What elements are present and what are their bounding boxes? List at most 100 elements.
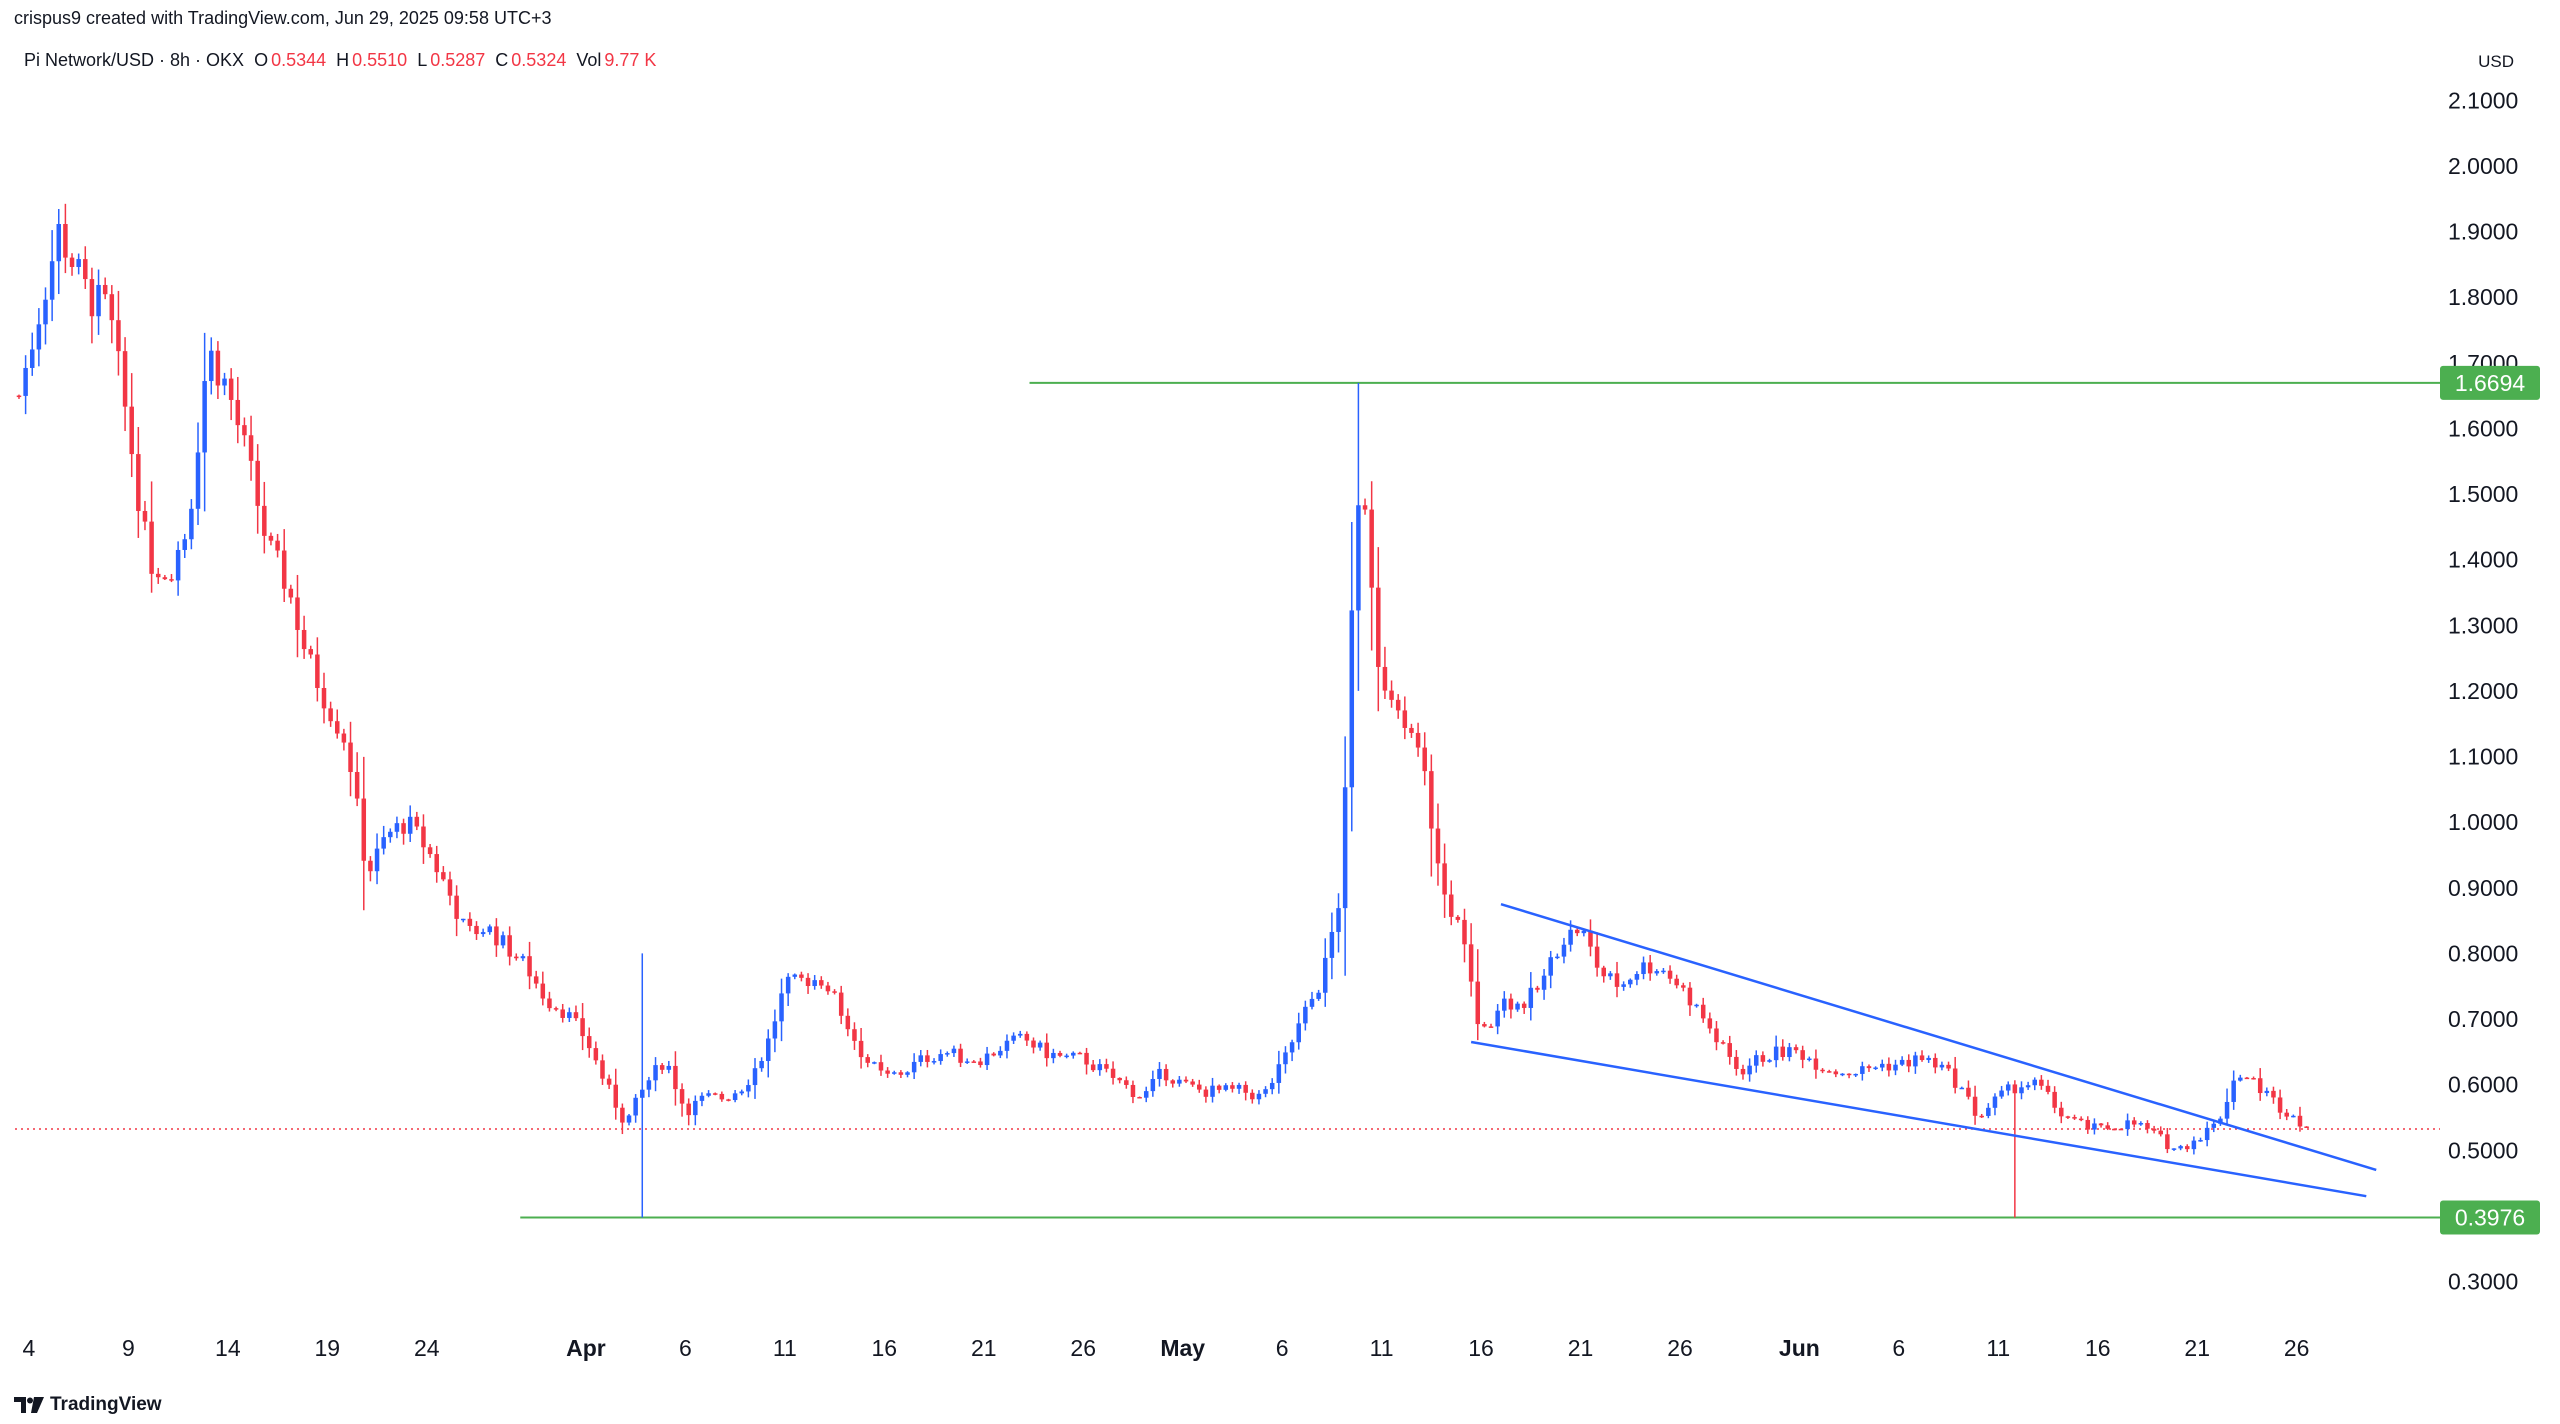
candle-body xyxy=(2005,1084,2011,1091)
candle-body xyxy=(1051,1052,1056,1059)
candle-body xyxy=(1886,1063,1892,1071)
candle-body xyxy=(2052,1091,2057,1108)
candle-body xyxy=(1263,1089,1268,1094)
y-tick-label: 1.5000 xyxy=(2448,481,2518,507)
candle-body xyxy=(1628,979,1633,985)
candle-body xyxy=(49,261,55,300)
ohlc-key: C xyxy=(495,50,509,70)
candle-body xyxy=(175,549,181,581)
x-tick-label: 14 xyxy=(215,1335,241,1361)
candle-body xyxy=(116,320,121,352)
candle-body xyxy=(805,977,811,987)
candle-body xyxy=(1064,1055,1069,1058)
y-tick-label: 0.7000 xyxy=(2448,1006,2518,1032)
candle-body xyxy=(706,1093,711,1096)
x-tick-label: 6 xyxy=(1892,1335,1905,1361)
candle-body xyxy=(2218,1118,2223,1124)
x-tick-label: 16 xyxy=(872,1335,898,1361)
candle-body xyxy=(1376,587,1381,667)
candle-body xyxy=(288,588,294,598)
candle-body xyxy=(1528,987,1534,1008)
candle-body xyxy=(295,597,300,630)
x-tick-label: 16 xyxy=(1468,1335,1494,1361)
candle-body xyxy=(1296,1023,1301,1043)
candle-body xyxy=(341,733,347,743)
candle-body xyxy=(2125,1120,2130,1130)
candle-body xyxy=(76,259,81,267)
candle-body xyxy=(560,1009,565,1018)
candle-body xyxy=(441,872,446,880)
candle-body xyxy=(1919,1055,1925,1061)
candle-body xyxy=(772,1021,778,1039)
ohlc-value: 0.5344 xyxy=(271,50,327,70)
candle-body xyxy=(1395,699,1401,711)
candle-body xyxy=(991,1053,996,1056)
candle-body xyxy=(262,505,267,536)
currency-label[interactable]: USD xyxy=(2478,52,2514,71)
candle-body xyxy=(1641,962,1646,975)
candle-body xyxy=(1866,1066,1872,1069)
candle-body xyxy=(514,956,519,959)
candle-body xyxy=(1322,957,1328,993)
candle-body xyxy=(2085,1119,2091,1130)
candle-body xyxy=(1137,1096,1142,1099)
trendline xyxy=(1470,1040,2367,1198)
candle-body xyxy=(925,1055,930,1062)
candle-body xyxy=(1521,1003,1527,1008)
candle-body xyxy=(852,1029,857,1041)
candle-body xyxy=(613,1084,619,1108)
tradingview-logo-icon xyxy=(14,1397,44,1413)
price-axis[interactable]: 0.30000.40000.50000.60000.70000.80000.90… xyxy=(2448,87,2518,1294)
tradingview-brand[interactable]: TradingView xyxy=(14,1394,162,1416)
candle-body xyxy=(321,687,327,709)
candle-body xyxy=(1820,1069,1825,1072)
candle-body xyxy=(56,223,62,262)
time-axis[interactable]: 4 9 14 19 24 Apr 6 11 16 21 26 May 6 11 16 21 26 Jun 6 11 16… xyxy=(23,1335,2310,1361)
candle-body xyxy=(1150,1078,1156,1092)
candle-body xyxy=(573,1012,579,1019)
candle-body xyxy=(381,837,386,849)
candle-body xyxy=(620,1107,625,1123)
x-tick-label: 21 xyxy=(2184,1335,2210,1361)
candle-body xyxy=(1879,1063,1885,1068)
candle-body xyxy=(1057,1052,1063,1056)
candle-body xyxy=(792,974,798,977)
candle-body xyxy=(1362,505,1368,510)
candle-body xyxy=(540,983,546,999)
candle-body xyxy=(998,1050,1003,1056)
candle-body xyxy=(315,654,320,688)
candle-body xyxy=(507,935,512,957)
candle-body xyxy=(1236,1084,1242,1089)
symbol-name[interactable]: Pi Network/USD · 8h · OKX xyxy=(24,50,245,70)
candle-body xyxy=(1369,509,1374,588)
ohlc-value: 0.5324 xyxy=(511,50,567,70)
candle-body xyxy=(606,1078,612,1085)
x-tick-label: Apr xyxy=(566,1335,606,1361)
candles xyxy=(16,203,2309,1218)
candle-body xyxy=(374,848,380,872)
candle-body xyxy=(1349,610,1355,788)
candle-body xyxy=(1986,1107,1991,1116)
ohlc-low: L 0.5287 xyxy=(417,50,485,71)
candle-body xyxy=(1793,1047,1799,1051)
candle-body xyxy=(626,1115,632,1123)
falling-wedge-trendlines[interactable] xyxy=(1470,902,2377,1198)
candle-body xyxy=(1966,1087,1971,1097)
candle-body xyxy=(109,294,115,321)
x-tick-label: 9 xyxy=(122,1335,135,1361)
candle-body xyxy=(1011,1035,1016,1041)
candle-body xyxy=(1681,985,1686,988)
candle-body xyxy=(785,976,791,994)
candle-body xyxy=(1952,1068,1958,1088)
x-tick-label: 26 xyxy=(1667,1335,1693,1361)
candle-body xyxy=(1223,1085,1229,1090)
candle-body xyxy=(2198,1140,2203,1142)
candle-body xyxy=(308,649,313,655)
y-tick-label: 1.9000 xyxy=(2448,219,2518,245)
candle-body xyxy=(368,860,373,872)
candle-body xyxy=(1515,1003,1520,1010)
candle-body xyxy=(1276,1064,1282,1083)
candle-body xyxy=(195,452,201,509)
candle-body xyxy=(427,847,433,855)
